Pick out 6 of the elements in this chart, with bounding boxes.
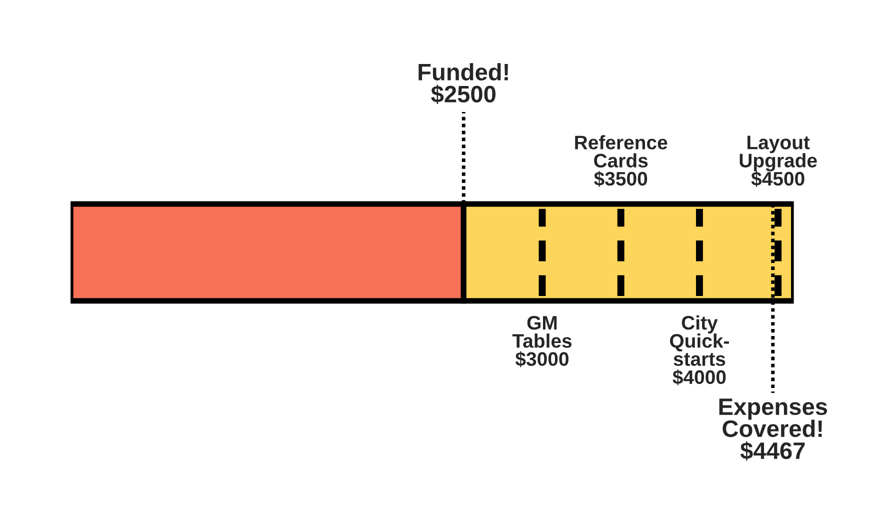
ref-line-label: Reference Cards $3500 — [575, 135, 668, 187]
ref-line-label: City Quick- starts $4000 — [670, 315, 729, 386]
ref-line-label: GM Tables $3000 — [512, 316, 572, 368]
ref-line-label: Expenses Covered! $4467 — [719, 398, 828, 461]
ref-line-label: Funded! $2500 — [418, 63, 508, 104]
ref-line-label: Layout Upgrade $4500 — [740, 136, 817, 187]
